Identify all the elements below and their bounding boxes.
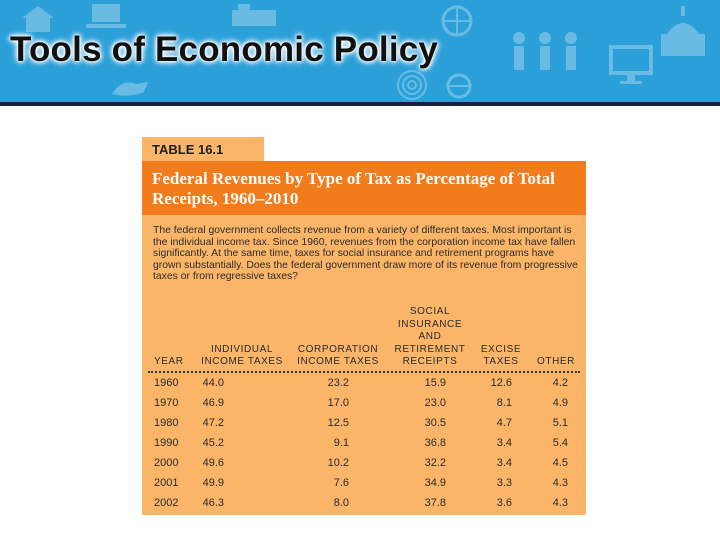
- globe-icon: [446, 73, 472, 99]
- table-row: 1970 46.9 17.0 23.0 8.1 4.9: [142, 397, 586, 417]
- cell-year: 1960: [154, 377, 179, 389]
- cell-individual: 45.2: [202, 437, 224, 449]
- cell-year: 1970: [154, 397, 179, 409]
- cell-other: 4.2: [552, 377, 568, 389]
- table-heading: Federal Revenues by Type of Tax as Perce…: [152, 169, 555, 208]
- cell-year: 2002: [154, 497, 179, 509]
- header-divider-dotted: [148, 371, 580, 373]
- table-row: 2001 49.9 7.6 34.9 3.3 4.3: [142, 477, 586, 497]
- fingerprint-icon: [397, 70, 427, 100]
- column-headers: YEAR INDIVIDUAL INCOME TAXES CORPORATION…: [142, 301, 586, 369]
- cell-individual: 49.6: [202, 457, 224, 469]
- laptop-icon: [86, 4, 126, 28]
- monitor-icon: [609, 45, 653, 84]
- cell-excise: 3.4: [496, 457, 512, 469]
- people-icon: [513, 32, 577, 70]
- cell-social-insurance: 32.2: [424, 457, 446, 469]
- column-header-excise-taxes: EXCISE TAXES: [480, 343, 522, 368]
- cell-excise: 3.6: [496, 497, 512, 509]
- column-header-other: OTHER: [537, 356, 575, 368]
- table-label-background: [264, 137, 586, 161]
- table-label: TABLE 16.1: [152, 142, 224, 157]
- cell-individual: 46.3: [202, 497, 224, 509]
- table-intro-text: The federal government collects revenue …: [153, 225, 578, 283]
- cell-excise: 8.1: [496, 397, 512, 409]
- cell-excise: 3.4: [496, 437, 512, 449]
- table-row: 2000 49.6 10.2 32.2 3.4 4.5: [142, 457, 586, 477]
- column-header-year: YEAR: [154, 356, 184, 368]
- cell-excise: 4.7: [496, 417, 512, 429]
- cell-other: 5.1: [552, 417, 568, 429]
- cell-other: 4.3: [552, 477, 568, 489]
- column-header-corporation-income-taxes: CORPORATION INCOME TAXES: [297, 343, 379, 368]
- cell-social-insurance: 34.9: [424, 477, 446, 489]
- cell-corporation: 10.2: [327, 457, 349, 469]
- cell-individual: 49.9: [202, 477, 224, 489]
- cell-other: 5.4: [552, 437, 568, 449]
- house-icon: [22, 6, 54, 32]
- cell-corporation: 17.0: [327, 397, 349, 409]
- cell-social-insurance: 15.9: [424, 377, 446, 389]
- cell-other: 4.3: [552, 497, 568, 509]
- table-figure: TABLE 16.1 Federal Revenues by Type of T…: [142, 137, 586, 515]
- table-row: 2002 46.3 8.0 37.8 3.6 4.3: [142, 497, 586, 515]
- globe-icon: [441, 5, 473, 37]
- cell-social-insurance: 37.8: [424, 497, 446, 509]
- header-banner: Tools of Economic Policy: [0, 0, 720, 102]
- cell-year: 1990: [154, 437, 179, 449]
- cell-corporation: 7.6: [333, 477, 349, 489]
- slide-title: Tools of Economic Policy: [10, 30, 439, 69]
- cell-corporation: 23.2: [327, 377, 349, 389]
- cell-individual: 44.0: [202, 377, 224, 389]
- column-header-individual-income-taxes: INDIVIDUAL INCOME TAXES: [201, 343, 283, 368]
- cell-individual: 47.2: [202, 417, 224, 429]
- cell-corporation: 12.5: [327, 417, 349, 429]
- cell-social-insurance: 30.5: [424, 417, 446, 429]
- cell-other: 4.9: [552, 397, 568, 409]
- table-row: 1980 47.2 12.5 30.5 4.7 5.1: [142, 417, 586, 437]
- table-heading-bar: Federal Revenues by Type of Tax as Perce…: [142, 161, 586, 215]
- table-row: 1960 44.0 23.2 15.9 12.6 4.2: [142, 377, 586, 397]
- column-header-social-insurance: SOCIAL INSURANCE AND RETIREMENT RECEIPTS: [394, 306, 466, 368]
- cell-social-insurance: 36.8: [424, 437, 446, 449]
- cell-corporation: 8.0: [333, 497, 349, 509]
- cell-excise: 12.6: [490, 377, 512, 389]
- cell-year: 1980: [154, 417, 179, 429]
- header-divider: [0, 102, 720, 106]
- cell-year: 2000: [154, 457, 179, 469]
- capitol-icon: [661, 6, 705, 56]
- cell-year: 2001: [154, 477, 179, 489]
- cell-other: 4.5: [552, 457, 568, 469]
- cell-corporation: 9.1: [333, 437, 349, 449]
- table-label-tab: TABLE 16.1: [142, 137, 264, 161]
- house-icon: [232, 4, 276, 26]
- hand-icon: [112, 82, 148, 96]
- cell-excise: 3.3: [496, 477, 512, 489]
- cell-individual: 46.9: [202, 397, 224, 409]
- cell-social-insurance: 23.0: [424, 397, 446, 409]
- table-row: 1990 45.2 9.1 36.8 3.4 5.4: [142, 437, 586, 457]
